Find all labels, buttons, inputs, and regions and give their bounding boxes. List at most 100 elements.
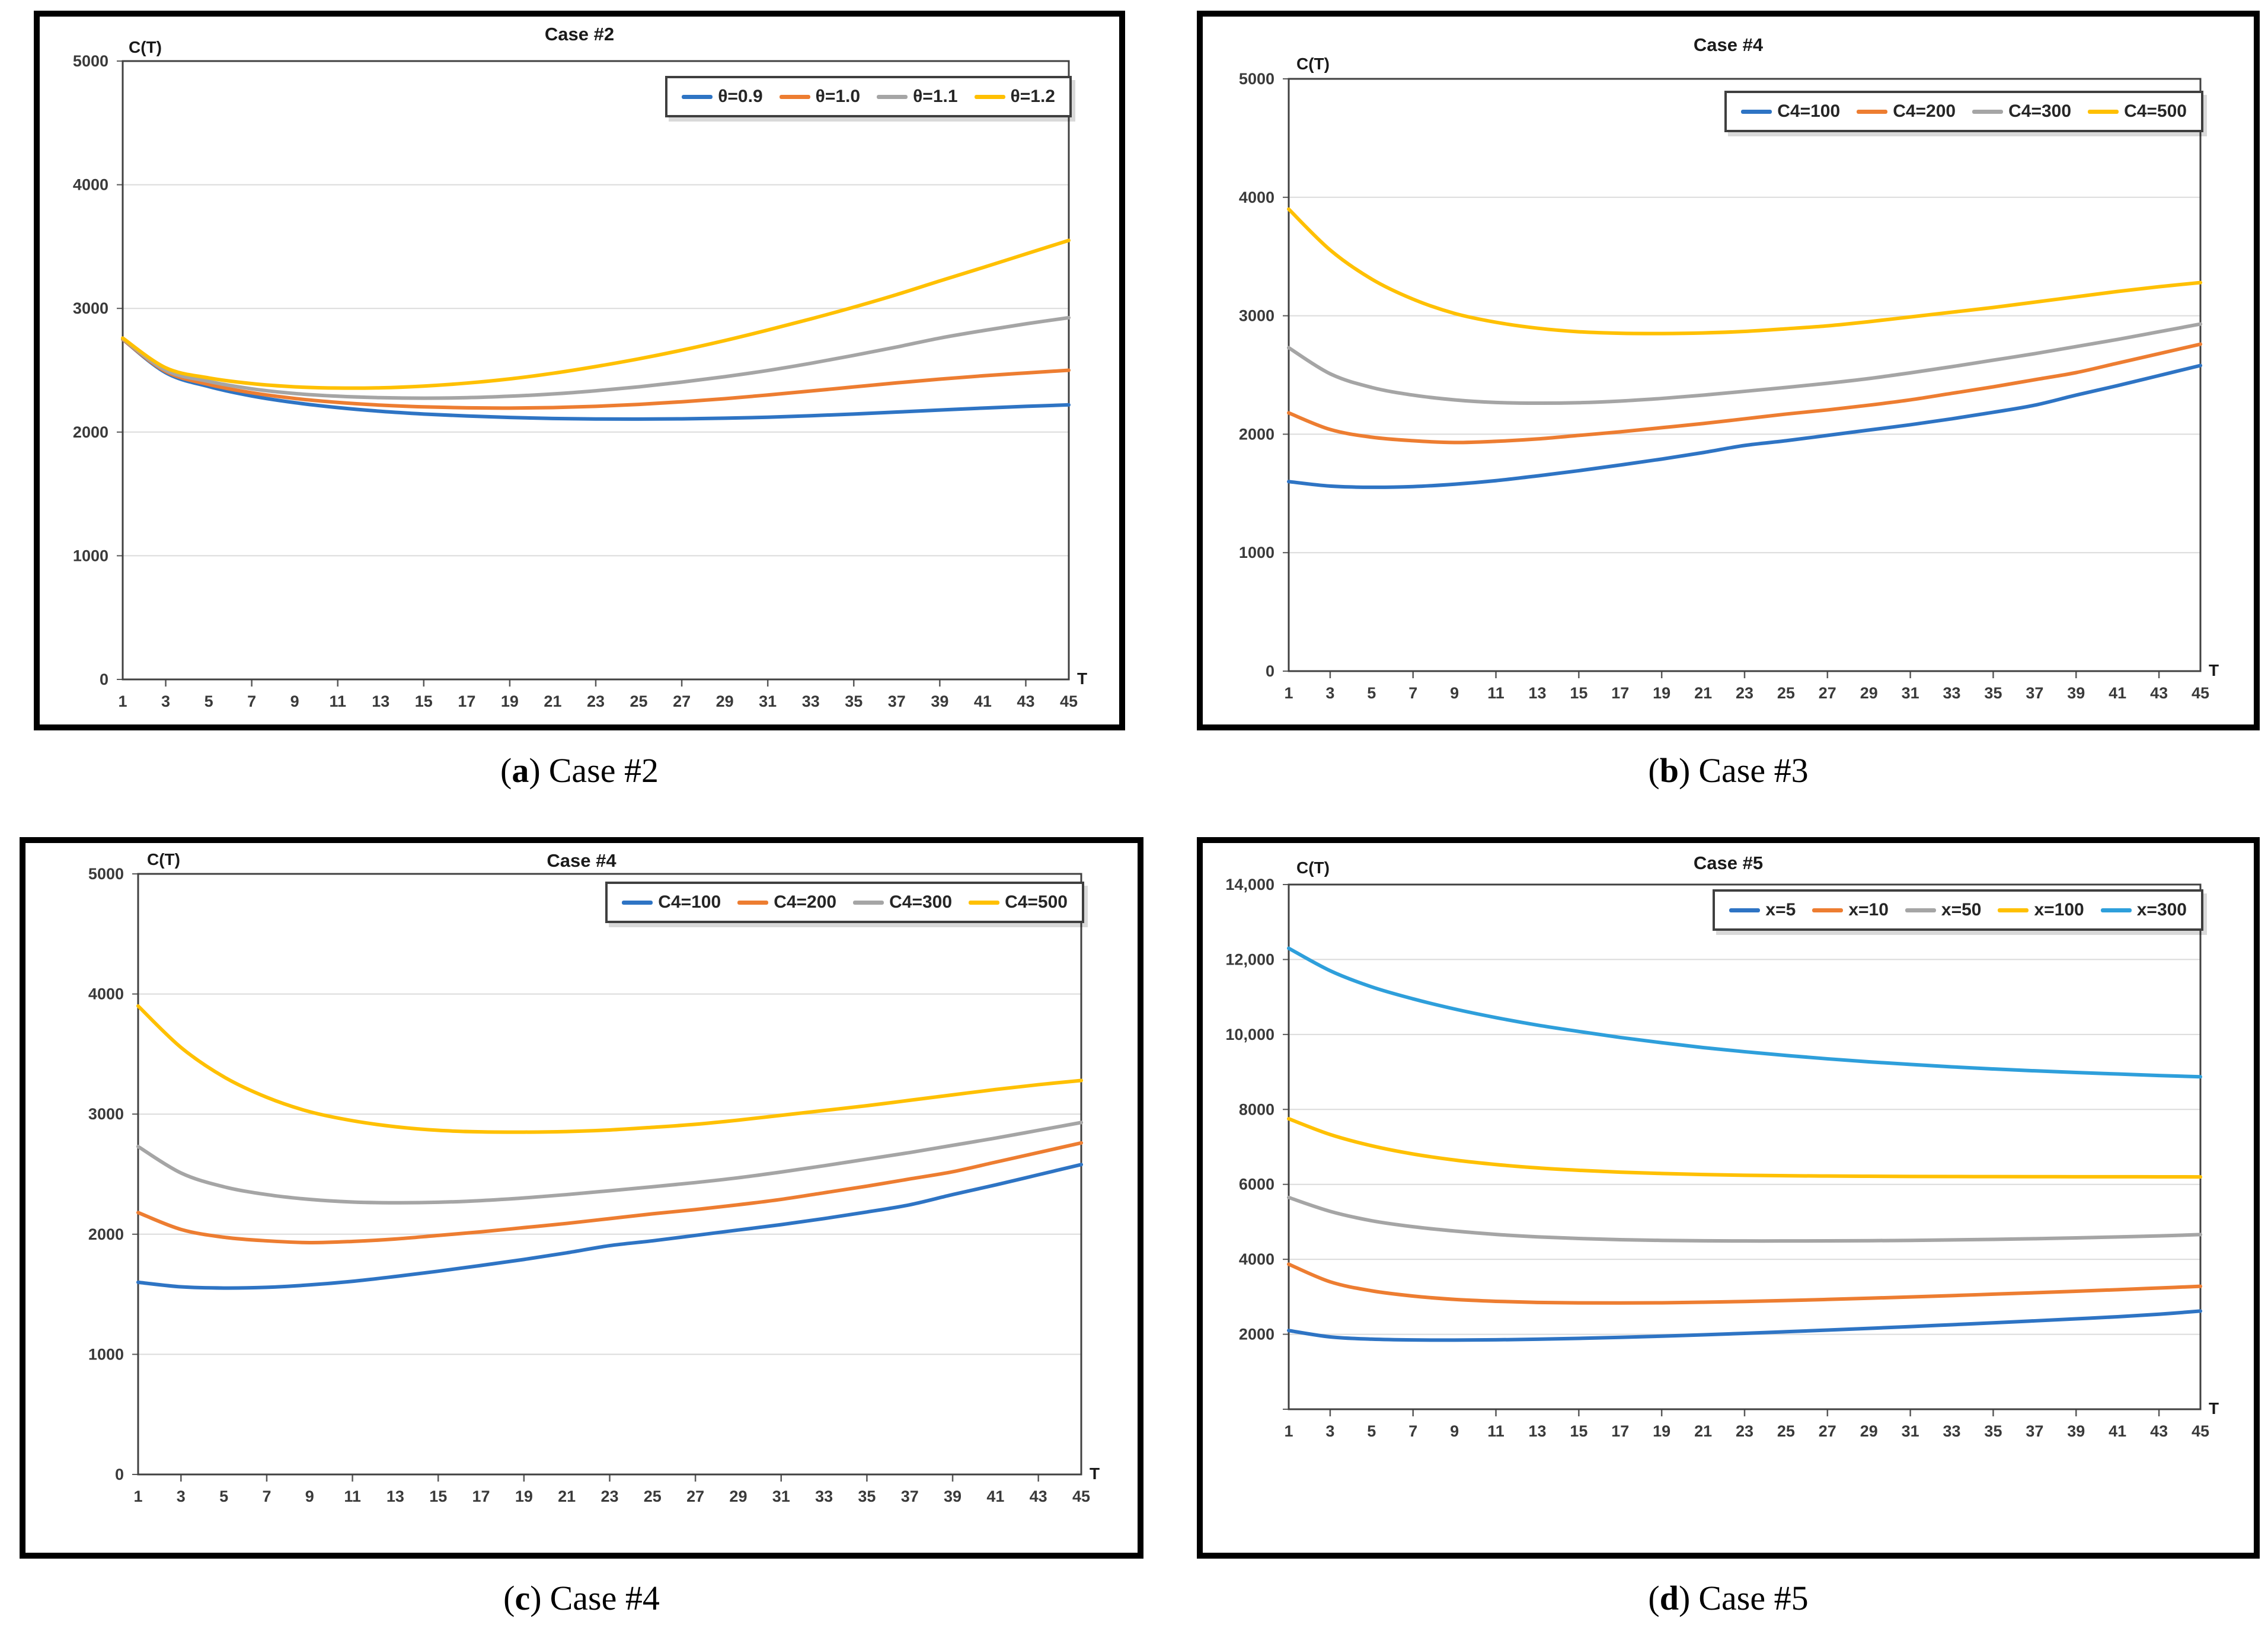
- legend-item: θ=1.1: [877, 87, 958, 107]
- series-line-C4=300: [1287, 322, 2202, 406]
- legend-item: x=10: [1812, 900, 1889, 920]
- caption-paren-close: ): [529, 751, 541, 790]
- x-tick-label: 15: [1570, 1422, 1587, 1440]
- chart-panel-a: Case #2 C(T) 0 1000 2000 3000 4000 5000 1 3 5 7 9 1…: [34, 11, 1125, 730]
- y-tick-label: 8000: [1239, 1100, 1274, 1118]
- caption-label: (a): [500, 751, 541, 790]
- x-tick-label: 45: [2192, 1422, 2209, 1440]
- y-axis-title: C(T): [129, 38, 162, 56]
- legend-label: θ=1.1: [913, 87, 958, 106]
- legend-item: x=300: [2100, 900, 2187, 920]
- legend-item: C4=500: [2088, 101, 2187, 122]
- x-tick-label: 3: [161, 692, 170, 710]
- series-line-C4=100: [136, 1163, 1083, 1290]
- legend-item: C4=300: [1972, 101, 2071, 122]
- legend-label: C4=300: [889, 892, 953, 912]
- x-tick-label: 11: [344, 1487, 361, 1505]
- x-axis-title: T: [1090, 1464, 1100, 1483]
- x-tick-label: 29: [716, 692, 734, 710]
- caption-paren-open: (: [1648, 1579, 1660, 1617]
- x-tick-label: 45: [2192, 684, 2209, 702]
- y-tick-label: 4000: [1239, 1250, 1274, 1268]
- series-line-C4=500: [136, 1004, 1083, 1134]
- x-tick-label: 41: [2109, 1422, 2126, 1440]
- x-tick-label: 43: [2150, 684, 2168, 702]
- x-axis-title: T: [2209, 1399, 2219, 1418]
- legend-label: C4=200: [774, 892, 837, 912]
- legend-label: x=100: [2034, 900, 2084, 920]
- y-tick-label: 3000: [73, 299, 108, 317]
- x-tick-label: 35: [858, 1487, 876, 1505]
- x-tick-label: 31: [759, 692, 777, 710]
- series-line-θ=1.0: [121, 337, 1071, 410]
- x-tick-label: 23: [1736, 684, 1753, 702]
- legend-label: C4=100: [1777, 101, 1841, 121]
- y-tick-label: 0: [115, 1466, 124, 1483]
- legend-label: C4=300: [2008, 101, 2072, 121]
- x-tick-label: 1: [118, 692, 127, 710]
- legend-label: θ=1.2: [1010, 87, 1055, 106]
- x-tick-label: 33: [802, 692, 820, 710]
- legend-swatch: [1741, 109, 1772, 114]
- x-tick-label: 27: [1819, 684, 1836, 702]
- caption-a: (a) Case #2: [34, 751, 1125, 790]
- x-tick-label: 9: [1450, 684, 1459, 702]
- legend-swatch: [682, 94, 713, 99]
- legend-swatch: [737, 900, 769, 905]
- x-tick-label: 9: [305, 1487, 314, 1505]
- legend-label: x=5: [1765, 900, 1796, 920]
- y-tick-label: 3000: [1239, 307, 1274, 325]
- caption-letter: a: [512, 751, 529, 790]
- legend-swatch: [1857, 109, 1888, 114]
- chart-title: Case #2: [544, 24, 615, 44]
- legend-label: C4=200: [1893, 101, 1956, 121]
- x-tick-label: 19: [515, 1487, 533, 1505]
- y-tick-label: 6000: [1239, 1176, 1274, 1193]
- legend-item: x=100: [1998, 900, 2084, 920]
- x-axis-title: T: [1077, 669, 1087, 688]
- x-tick-label: 45: [1060, 692, 1078, 710]
- legend-swatch: [622, 900, 653, 905]
- caption-label: (b): [1648, 751, 1690, 790]
- x-tick-label: 25: [644, 1487, 662, 1505]
- x-tick-label: 27: [686, 1487, 704, 1505]
- caption-paren-close: ): [530, 1579, 542, 1617]
- chart-title: Case #4: [547, 850, 616, 871]
- plot-border: [122, 60, 1070, 681]
- x-tick-label: 43: [1017, 692, 1034, 710]
- y-tick-label: 3000: [88, 1105, 124, 1123]
- y-tick-label: 4000: [88, 985, 124, 1003]
- legend-item: C4=100: [622, 892, 721, 912]
- caption-text: Case #5: [1698, 1579, 1809, 1617]
- series-line-θ=1.2: [121, 238, 1071, 390]
- x-tick-label: 33: [1943, 684, 1961, 702]
- legend-swatch: [2100, 908, 2132, 912]
- y-tick-label: 10,000: [1225, 1026, 1274, 1043]
- legend-item: θ=0.9: [682, 87, 763, 107]
- x-tick-label: 19: [501, 692, 519, 710]
- x-tick-label: 21: [1694, 684, 1712, 702]
- x-tick-label: 39: [944, 1487, 961, 1505]
- legend-item: x=50: [1905, 900, 1981, 920]
- legend: θ=0.9 θ=1.0 θ=1.1 θ=1.2: [665, 76, 1072, 117]
- x-tick-label: 11: [1487, 684, 1504, 702]
- legend-item: C4=100: [1741, 101, 1840, 122]
- series-line-θ=0.9: [121, 337, 1071, 421]
- x-tick-label: 41: [2109, 684, 2126, 702]
- x-tick-label: 19: [1653, 684, 1670, 702]
- chart-panel-d: Case #5 C(T) 2000 4000 6000 8000 10,000 12,00…: [1197, 837, 2260, 1559]
- y-axis-title: C(T): [147, 850, 180, 869]
- x-tick-label: 45: [1072, 1487, 1090, 1505]
- x-tick-label: 17: [458, 692, 475, 710]
- legend-item: C4=200: [1857, 101, 1956, 122]
- x-tick-label: 35: [1984, 1422, 2002, 1440]
- legend-swatch: [779, 94, 810, 99]
- x-tick-label: 35: [845, 692, 863, 710]
- y-tick-label: 1000: [73, 547, 108, 564]
- y-tick-label: 14,000: [1225, 876, 1274, 893]
- x-tick-label: 21: [1694, 1422, 1712, 1440]
- caption-label: (c): [503, 1579, 541, 1617]
- x-tick-label: 7: [1408, 684, 1417, 702]
